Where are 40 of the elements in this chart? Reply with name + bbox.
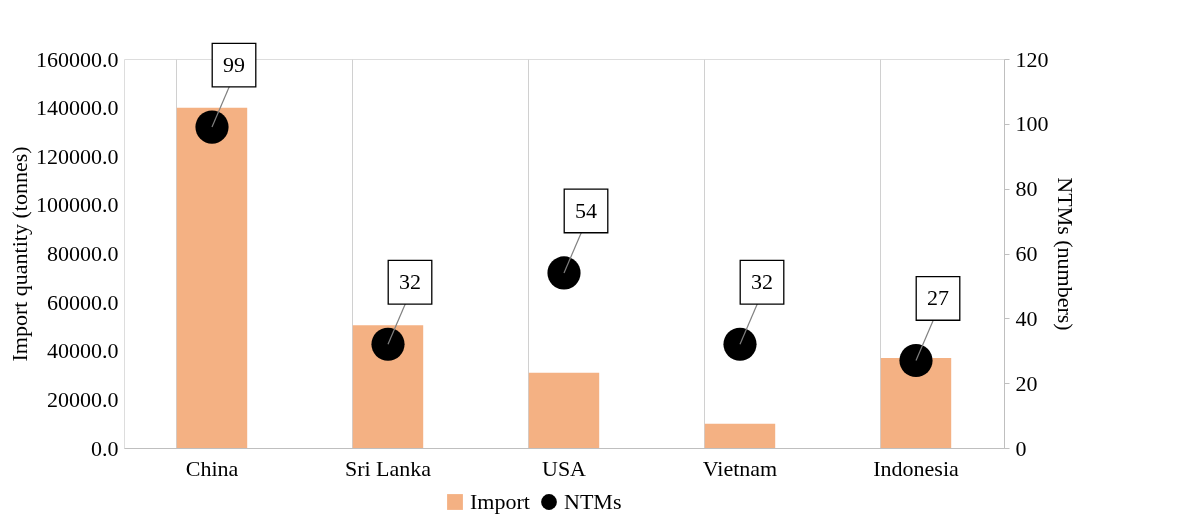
y-tick-label: 80000.0 <box>47 241 119 266</box>
y-tick-label: 40000.0 <box>47 338 119 364</box>
point <box>899 343 933 378</box>
y2-tick-label: 120 <box>1015 46 1049 72</box>
y-tick-label: 60000.0 <box>47 289 119 315</box>
bar <box>880 358 952 448</box>
y2-tick-label: 60 <box>1015 241 1038 266</box>
point <box>195 110 229 144</box>
x-tick-label: China <box>185 455 239 481</box>
bar <box>352 325 424 448</box>
data-label: 54 <box>575 197 597 223</box>
y2-tick-label: 0 <box>1015 435 1027 461</box>
x-tick-label: Indonesia <box>873 455 959 481</box>
y2-tick-label: 20 <box>1015 370 1038 396</box>
y-tick-label: 120000.0 <box>36 143 119 169</box>
y-tick-label: 20000.0 <box>47 386 119 412</box>
y-tick-label: 140000.0 <box>36 95 119 121</box>
x-tick-label: Vietnam <box>702 455 778 481</box>
y2-tick-label: 40 <box>1015 305 1038 331</box>
x-tick-label: USA <box>541 455 587 481</box>
y-axis-title: Import quantity (tonnes) <box>7 146 32 362</box>
data-label: 99 <box>223 52 245 78</box>
y-tick-label: 100000.0 <box>36 192 119 218</box>
point <box>371 327 405 361</box>
bar <box>176 107 248 448</box>
y2-tick-label: 100 <box>1015 111 1049 137</box>
y-tick-label: 0.0 <box>91 435 119 461</box>
point <box>547 256 581 290</box>
legend-label: NTMs <box>564 489 622 514</box>
bar <box>528 372 600 448</box>
y-tick-label: 160000.0 <box>36 46 119 72</box>
data-label: 27 <box>927 285 949 311</box>
bar <box>704 423 776 448</box>
y2-axis-title: NTMs (numbers) <box>1052 177 1078 331</box>
legend-label: Import <box>470 489 530 514</box>
data-label: 32 <box>399 269 421 295</box>
point <box>723 327 757 361</box>
y2-tick-label: 80 <box>1015 176 1038 202</box>
x-tick-label: Sri Lanka <box>344 455 432 481</box>
data-label: 32 <box>751 269 773 295</box>
